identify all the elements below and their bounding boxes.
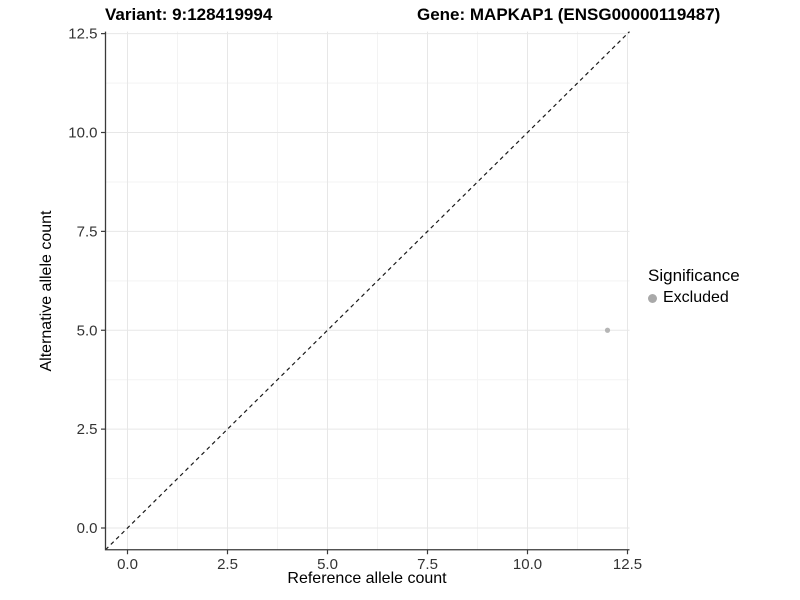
variant-title: Variant: 9:128419994 xyxy=(105,5,273,24)
y-tick-label: 12.5 xyxy=(68,26,97,43)
axis-lines xyxy=(104,31,630,551)
data-point-excluded xyxy=(604,327,611,333)
x-tick-label: 2.5 xyxy=(217,556,238,573)
x-axis-title: Reference allele count xyxy=(287,570,447,587)
legend-item-label: Excluded xyxy=(663,289,729,306)
circle-icon xyxy=(648,293,657,303)
x-tick-label: 10.0 xyxy=(513,556,542,573)
y-tick-label: 0.0 xyxy=(77,520,98,537)
x-tick-label: 7.5 xyxy=(417,556,438,573)
y-tick-label: 5.0 xyxy=(77,322,98,339)
x-tick-label: 5.0 xyxy=(317,556,338,573)
y-tick-label: 7.5 xyxy=(77,223,98,240)
identity-reference-line xyxy=(105,31,630,551)
y-axis-title: Alternative allele count xyxy=(38,210,55,372)
legend: Significance Excluded xyxy=(648,266,740,307)
x-tick-label: 0.0 xyxy=(117,556,138,573)
y-tick-label: 2.5 xyxy=(77,421,98,438)
gene-title: Gene: MAPKAP1 (ENSG00000119487) xyxy=(417,5,721,24)
x-tick-label: 12.5 xyxy=(613,556,642,573)
legend-item-excluded: Excluded xyxy=(648,289,740,307)
legend-title: Significance xyxy=(648,266,740,285)
y-tick-label: 10.0 xyxy=(68,125,97,142)
